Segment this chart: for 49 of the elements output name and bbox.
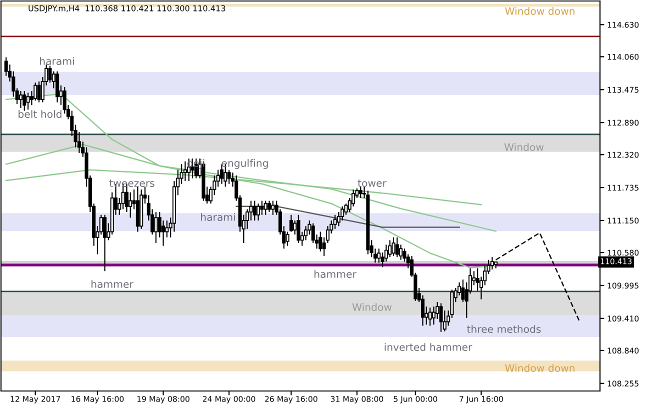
candlestick bbox=[256, 203, 260, 222]
annotation: tweezers bbox=[109, 180, 154, 187]
annotation: Window bbox=[352, 303, 392, 311]
candlestick bbox=[333, 214, 337, 230]
candlestick bbox=[252, 200, 256, 222]
candlestick bbox=[490, 256, 494, 270]
candlestick bbox=[392, 236, 396, 256]
candlestick bbox=[227, 169, 231, 184]
candlestick bbox=[154, 211, 158, 244]
candlestick bbox=[388, 240, 392, 258]
candlestick bbox=[165, 220, 169, 238]
annotation: engulfing bbox=[222, 159, 268, 169]
annotation: harami bbox=[201, 213, 235, 221]
chart-title: USDJPY.m,H4 110.368 110.421 110.300 110.413 bbox=[28, 5, 226, 13]
candlestick bbox=[56, 70, 60, 103]
annotation: hammer bbox=[92, 280, 134, 288]
candlestick bbox=[286, 231, 290, 246]
candlestick bbox=[271, 200, 275, 216]
candlestick bbox=[395, 236, 399, 258]
candlestick bbox=[296, 214, 300, 244]
candlestick bbox=[428, 307, 432, 326]
annotation: doji bbox=[187, 159, 204, 169]
candlestick bbox=[318, 231, 322, 252]
candlestick bbox=[432, 306, 436, 326]
annotation: three methods bbox=[467, 325, 541, 333]
annotation: inverted hammer bbox=[384, 343, 472, 351]
candlestick bbox=[377, 248, 381, 264]
candlestick bbox=[289, 214, 293, 232]
annotation: Window down bbox=[505, 364, 574, 372]
candlestick bbox=[358, 186, 362, 199]
annotation: harami bbox=[40, 57, 74, 65]
candlestick bbox=[267, 200, 272, 213]
annotation: hammer bbox=[314, 270, 356, 278]
candlestick bbox=[264, 200, 268, 216]
candlestick bbox=[22, 90, 26, 112]
annotation: tower bbox=[358, 180, 386, 187]
candlestick bbox=[439, 302, 443, 332]
candlestick bbox=[162, 220, 166, 246]
candlestick bbox=[26, 92, 30, 110]
candlestick bbox=[260, 200, 264, 216]
candlestick bbox=[183, 160, 187, 182]
candlestick bbox=[103, 214, 107, 272]
candlestick bbox=[34, 82, 38, 102]
annotation: Window bbox=[504, 143, 544, 151]
annotation: Window down bbox=[505, 7, 574, 15]
candlestick bbox=[128, 192, 132, 218]
candlestick bbox=[37, 80, 41, 103]
candlestick bbox=[18, 90, 22, 108]
annotation: belt hold bbox=[18, 110, 62, 118]
